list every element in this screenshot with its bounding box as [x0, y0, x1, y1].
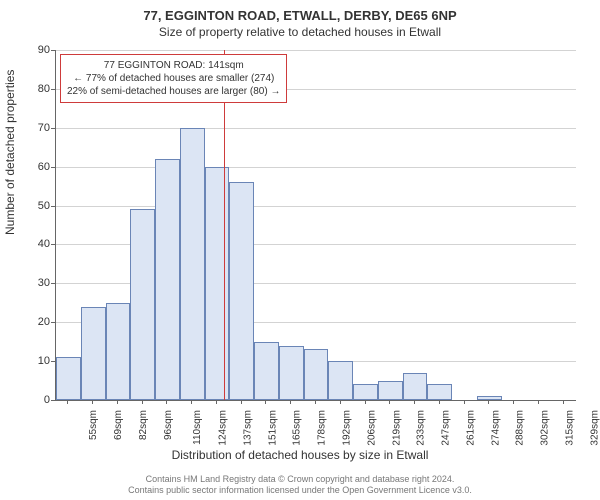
x-tick-mark — [216, 400, 217, 404]
x-tick-label: 233sqm — [416, 410, 428, 446]
histogram-bar — [205, 167, 230, 400]
x-tick-label: 274sqm — [490, 410, 502, 446]
histogram-bar — [106, 303, 131, 400]
x-tick-label: 219sqm — [391, 410, 403, 446]
chart-subtitle: Size of property relative to detached ho… — [0, 23, 600, 43]
x-tick-mark — [414, 400, 415, 404]
y-tick-mark — [51, 244, 55, 245]
y-tick-label: 10 — [22, 355, 50, 367]
y-tick-mark — [51, 361, 55, 362]
x-tick-label: 247sqm — [441, 410, 453, 446]
x-tick-label: 192sqm — [342, 410, 354, 446]
x-tick-mark — [439, 400, 440, 404]
x-tick-label: 206sqm — [366, 410, 378, 446]
x-tick-mark — [265, 400, 266, 404]
y-tick-label: 50 — [22, 200, 50, 212]
x-tick-label: 302sqm — [540, 410, 552, 446]
chart-title: 77, EGGINTON ROAD, ETWALL, DERBY, DE65 6… — [0, 0, 600, 23]
x-tick-label: 288sqm — [515, 410, 527, 446]
x-tick-mark — [241, 400, 242, 404]
x-tick-label: 178sqm — [317, 410, 329, 446]
annotation-line-3: 22% of semi-detached houses are larger (… — [67, 85, 280, 98]
gridline — [56, 128, 576, 129]
x-tick-mark — [67, 400, 68, 404]
histogram-bar — [130, 209, 155, 400]
x-tick-mark — [538, 400, 539, 404]
y-tick-mark — [51, 322, 55, 323]
footer-line-1: Contains HM Land Registry data © Crown c… — [0, 474, 600, 485]
footer-line-2: Contains public sector information licen… — [0, 485, 600, 496]
x-tick-label: 261sqm — [465, 410, 477, 446]
y-tick-label: 60 — [22, 161, 50, 173]
x-tick-mark — [563, 400, 564, 404]
gridline — [56, 206, 576, 207]
histogram-bar — [378, 381, 403, 400]
y-tick-label: 20 — [22, 316, 50, 328]
footer-attribution: Contains HM Land Registry data © Crown c… — [0, 474, 600, 496]
x-axis-label: Distribution of detached houses by size … — [0, 448, 600, 462]
x-tick-mark — [290, 400, 291, 404]
y-tick-mark — [51, 283, 55, 284]
annotation-line-2: ← 77% of detached houses are smaller (27… — [67, 72, 280, 85]
y-tick-label: 30 — [22, 277, 50, 289]
histogram-bar — [279, 346, 304, 400]
histogram-bar — [180, 128, 205, 400]
x-tick-mark — [513, 400, 514, 404]
annotation-box: 77 EGGINTON ROAD: 141sqm ← 77% of detach… — [60, 54, 287, 103]
histogram-bar — [403, 373, 428, 400]
y-tick-label: 40 — [22, 238, 50, 250]
x-tick-label: 55sqm — [88, 410, 100, 440]
y-tick-mark — [51, 400, 55, 401]
y-tick-mark — [51, 206, 55, 207]
y-tick-mark — [51, 128, 55, 129]
histogram-bar — [304, 349, 329, 400]
x-tick-mark — [92, 400, 93, 404]
x-tick-mark — [166, 400, 167, 404]
x-tick-label: 329sqm — [589, 410, 600, 446]
x-tick-label: 82sqm — [138, 410, 150, 440]
x-tick-mark — [365, 400, 366, 404]
x-tick-mark — [464, 400, 465, 404]
x-tick-mark — [315, 400, 316, 404]
histogram-bar — [353, 384, 378, 400]
x-tick-mark — [389, 400, 390, 404]
x-tick-mark — [142, 400, 143, 404]
histogram-bar — [427, 384, 452, 400]
x-tick-label: 110sqm — [192, 410, 204, 445]
y-tick-label: 70 — [22, 122, 50, 134]
gridline — [56, 50, 576, 51]
y-tick-mark — [51, 50, 55, 51]
x-tick-label: 151sqm — [267, 410, 279, 446]
histogram-bar — [81, 307, 106, 400]
x-tick-mark — [340, 400, 341, 404]
y-tick-label: 80 — [22, 83, 50, 95]
gridline — [56, 167, 576, 168]
chart-plot-area: 77 EGGINTON ROAD: 141sqm ← 77% of detach… — [55, 50, 576, 401]
x-tick-label: 137sqm — [243, 410, 255, 446]
y-axis-label: Number of detached properties — [3, 215, 17, 235]
x-tick-label: 96sqm — [163, 410, 175, 440]
y-tick-mark — [51, 167, 55, 168]
y-tick-label: 90 — [22, 44, 50, 56]
x-tick-mark — [488, 400, 489, 404]
x-tick-label: 124sqm — [218, 410, 230, 446]
x-tick-label: 69sqm — [113, 410, 125, 440]
histogram-bar — [155, 159, 180, 400]
x-tick-label: 315sqm — [564, 410, 576, 446]
annotation-line-1: 77 EGGINTON ROAD: 141sqm — [67, 59, 280, 72]
histogram-bar — [56, 357, 81, 400]
y-tick-label: 0 — [22, 394, 50, 406]
y-tick-mark — [51, 89, 55, 90]
histogram-bar — [328, 361, 353, 400]
x-tick-mark — [117, 400, 118, 404]
histogram-bar — [229, 182, 254, 400]
histogram-bar — [254, 342, 279, 400]
x-tick-mark — [191, 400, 192, 404]
x-tick-label: 165sqm — [292, 410, 304, 446]
